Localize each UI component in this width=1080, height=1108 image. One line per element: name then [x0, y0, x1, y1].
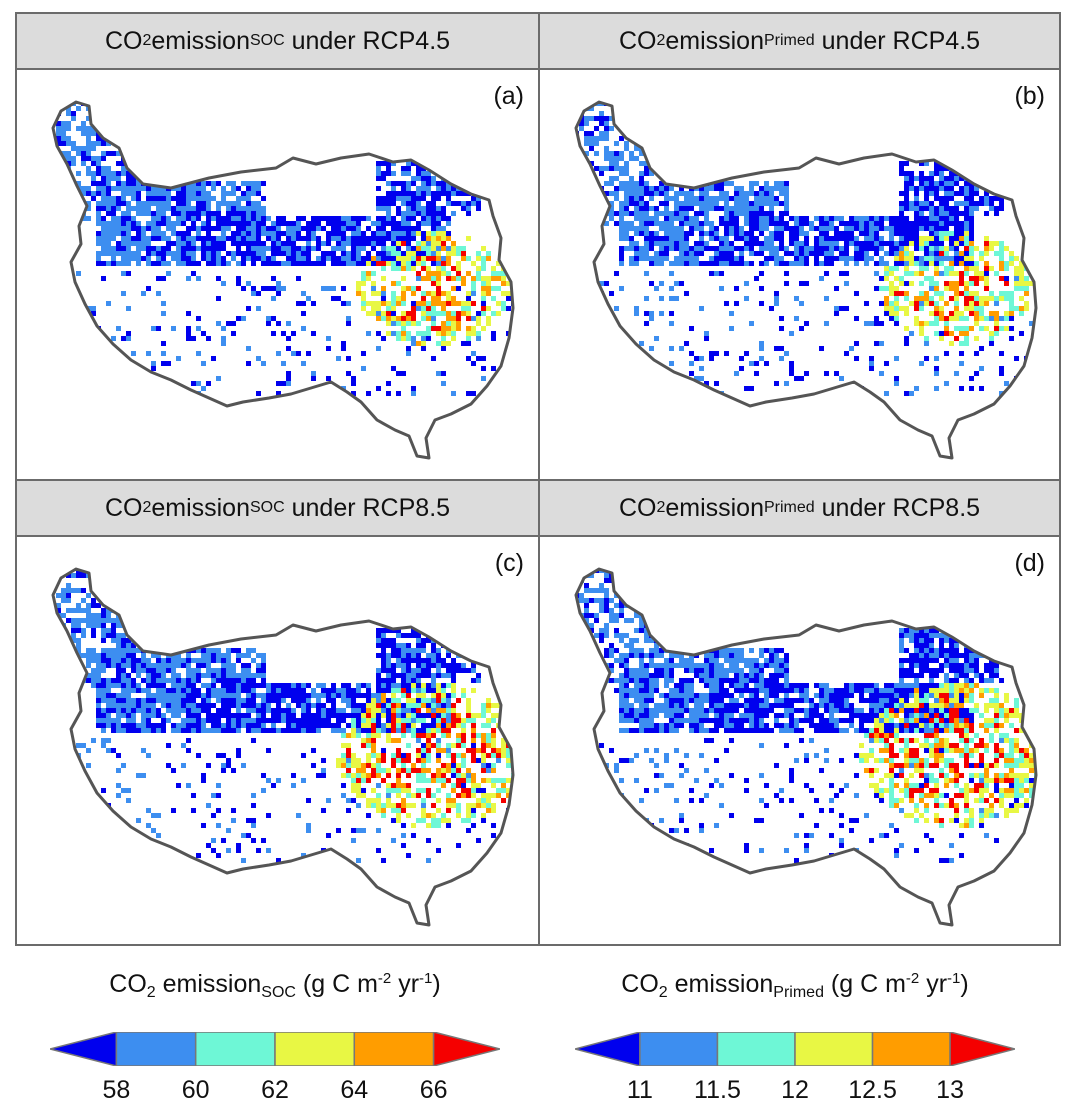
legend-title: CO2 emissionSOC (g C m-2 yr-1): [109, 970, 441, 1001]
tick-label: 11.5: [694, 1076, 741, 1104]
colorbar: [575, 1032, 1015, 1066]
panel-label: (b): [1014, 82, 1045, 110]
colorbar-class-1: [639, 1032, 719, 1066]
legend-soc: CO2 emissionSOC (g C m-2 yr-1) 58 60 62 …: [50, 970, 500, 1104]
tick-label: 12: [781, 1076, 809, 1104]
panel-title: CO 2 emission SOC under RCP4.5: [17, 14, 538, 70]
horizontal-divider: [17, 479, 1059, 481]
panel-label: (d): [1014, 549, 1045, 577]
colorbar-class-2: [194, 1032, 276, 1066]
tick-label: 58: [102, 1076, 131, 1104]
panel-a: CO 2 emission SOC under RCP4.5 (a): [17, 14, 538, 479]
colorbar-class-1: [115, 1032, 197, 1066]
tick-label: 64: [340, 1076, 369, 1104]
panel-d: CO 2 emission Primed under RCP8.5 (d): [540, 481, 1059, 944]
colorbar-ticks: 58 60 62 64 66: [50, 1076, 500, 1106]
colorbar-class-3: [794, 1032, 874, 1066]
panel-title: CO 2 emission Primed under RCP8.5: [540, 481, 1059, 537]
panel-c: CO 2 emission SOC under RCP8.5 (c): [17, 481, 538, 944]
region-outline: [574, 567, 1038, 927]
map-plateau: [51, 567, 515, 927]
emission-raster: [53, 569, 513, 863]
colorbar-class-4: [871, 1032, 951, 1066]
tick-label: 13: [936, 1076, 964, 1104]
region-outline: [51, 100, 515, 460]
panel-label: (c): [494, 549, 524, 577]
region-outline: [574, 100, 1038, 460]
map-plateau: [51, 100, 515, 460]
panel-b: CO 2 emission Primed under RCP4.5 (b): [540, 14, 1059, 479]
emission-raster: [576, 569, 1036, 863]
colorbar-ticks: 11 11.5 12 12.5 13: [575, 1076, 1015, 1106]
colorbar-class-5: [432, 1032, 500, 1066]
figure-frame: CO 2 emission SOC under RCP4.5 (a) CO 2 emi…: [15, 12, 1061, 946]
panel-title: CO 2 emission SOC under RCP8.5: [17, 481, 538, 537]
tick-label: 62: [261, 1076, 289, 1104]
panel-title: CO 2 emission Primed under RCP4.5: [540, 14, 1059, 70]
colorbar-class-2: [716, 1032, 796, 1066]
tick-label: 66: [419, 1076, 448, 1104]
legend-title: CO2 emissionPrimed (g C m-2 yr-1): [621, 970, 969, 1001]
colorbar-class-0: [50, 1032, 118, 1066]
map-plateau: [574, 567, 1038, 927]
panel-label: (a): [493, 82, 524, 110]
tick-label: 60: [181, 1076, 210, 1104]
emission-raster: [53, 102, 513, 396]
colorbar: [50, 1032, 500, 1066]
colorbar-class-5: [949, 1032, 1015, 1066]
map-plateau: [574, 100, 1038, 460]
region-outline: [51, 567, 515, 927]
legend-primed: CO2 emissionPrimed (g C m-2 yr-1) 11 11.…: [575, 970, 1015, 1104]
emission-raster: [576, 102, 1036, 396]
colorbar-class-3: [274, 1032, 356, 1066]
tick-label: 11: [626, 1076, 653, 1104]
tick-label: 12.5: [848, 1076, 897, 1104]
colorbar-class-0: [575, 1032, 641, 1066]
colorbar-class-4: [353, 1032, 435, 1066]
